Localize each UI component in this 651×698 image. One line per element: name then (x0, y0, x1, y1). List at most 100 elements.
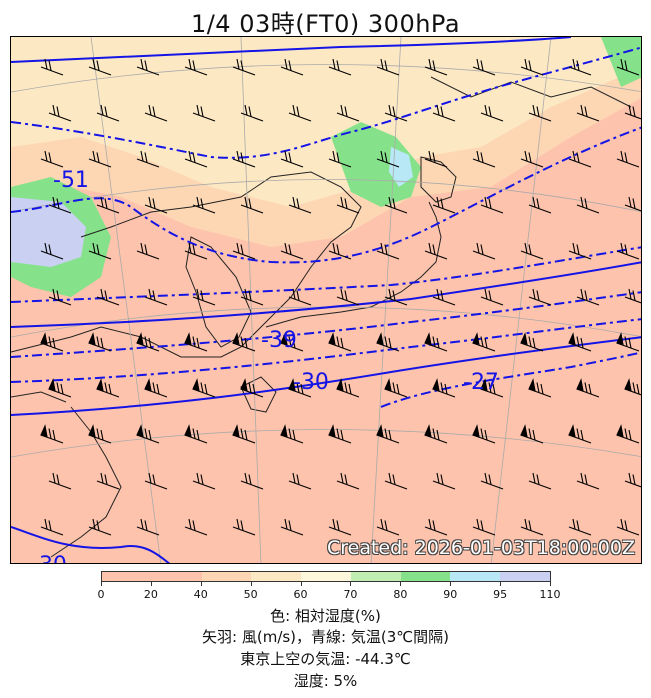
wind-barb (528, 196, 552, 214)
wind-barb (424, 58, 448, 76)
humidity-cloud-north-core (389, 147, 413, 187)
wind-barb (136, 424, 160, 444)
colorbar-segment (400, 572, 451, 581)
wind-barb (384, 378, 408, 398)
wind-barbs (40, 58, 641, 536)
wind-barb (240, 288, 264, 306)
wind-barb (136, 242, 160, 260)
wind-barb (528, 378, 552, 398)
wind-barb (472, 332, 496, 352)
wind-barb (184, 242, 208, 260)
wind-barb (40, 332, 64, 352)
contour-label: -27 (463, 370, 499, 395)
wind-barb (328, 424, 352, 444)
colorbar-ticks: 0 20 40 50 60 70 80 90 95 110 (98, 582, 561, 602)
colorbar-segment (201, 572, 252, 581)
wind-barb (576, 378, 600, 398)
wind-barb (40, 242, 64, 260)
colorbar-tick (200, 582, 202, 586)
wind-barb (472, 242, 496, 260)
wind-barb (192, 288, 216, 306)
wind-barb (240, 104, 264, 122)
wind-barb (568, 424, 592, 444)
wind-barb (40, 150, 64, 168)
wind-barb (280, 518, 304, 536)
wind-barb (96, 288, 120, 306)
wind-barb (88, 242, 112, 260)
caption-tokyo-humidity: 湿度: 5% (293, 672, 358, 690)
wind-barb (136, 332, 160, 352)
wind-barb (280, 424, 304, 444)
wind-barb (48, 288, 72, 306)
colorbar-tick-label: 70 (343, 588, 358, 601)
wind-barb (288, 196, 312, 214)
wind-barb (624, 104, 641, 120)
colorbar-tick (150, 582, 152, 586)
wind-barb (240, 196, 264, 214)
wind-barb (328, 150, 352, 168)
colorbar-segment (500, 572, 551, 581)
wind-barb (184, 58, 208, 76)
wind-barb (616, 424, 640, 444)
wind-barb (616, 518, 640, 536)
colorbar-tick (550, 582, 551, 586)
weather-map: -51 -39 -30 -27 -30 Created: 2026-01-03T… (10, 36, 642, 564)
wind-barb (288, 472, 312, 490)
wind-barb (96, 104, 120, 122)
contour-label: -30 (31, 553, 67, 564)
graticule (11, 37, 641, 563)
contour-label: -39 (261, 328, 297, 353)
wind-barb (192, 104, 216, 122)
wind-barb (240, 378, 264, 398)
wind-barb (568, 58, 592, 76)
wind-barb (280, 242, 304, 260)
wind-barb (568, 332, 592, 352)
wind-barb (624, 378, 641, 396)
wind-barb (88, 150, 112, 168)
wind-barb (48, 104, 72, 122)
wind-barb (528, 104, 552, 122)
wind-barb (376, 242, 400, 260)
wind-barb (616, 58, 640, 76)
wind-barb (616, 332, 640, 352)
colorbar-tick (101, 582, 102, 586)
wind-barb (424, 150, 448, 168)
wind-barb (576, 104, 600, 122)
wind-barb (144, 378, 168, 398)
colorbar-tick-label: 110 (539, 588, 561, 601)
wind-barb (232, 518, 256, 536)
wind-barb (432, 378, 456, 398)
caption-wind-temp: 矢羽: 風(m/s)，青線: 気温(3℃間隔) (202, 628, 449, 646)
wind-barb (384, 472, 408, 490)
wind-barb (136, 518, 160, 536)
map-title: 1/4 03時(FT0) 300hPa (190, 10, 461, 38)
wind-barb (184, 518, 208, 536)
colorbar-segment (102, 572, 202, 581)
wind-barb (48, 472, 72, 490)
wind-barb (280, 58, 304, 76)
wind-barb (384, 288, 408, 306)
wind-barb (624, 472, 641, 488)
colorbar-tick-label: 90 (443, 588, 458, 601)
wind-barb (576, 196, 600, 214)
wind-barb (336, 196, 360, 214)
colorbar-tick-label: 60 (293, 588, 308, 601)
wind-barb (424, 518, 448, 536)
wind-barb (240, 472, 264, 490)
wind-barb (136, 58, 160, 76)
wind-barb (96, 196, 120, 214)
wind-barb (376, 150, 400, 168)
wind-barb (472, 150, 496, 168)
wind-barb (144, 288, 168, 306)
wind-barb (432, 104, 456, 122)
colorbar-tick (250, 582, 252, 586)
wind-barb (48, 378, 72, 398)
wind-barb (336, 472, 360, 490)
wind-barb (376, 332, 400, 352)
wind-barb (520, 58, 544, 76)
wind-barb (616, 242, 640, 260)
contour-label: -30 (293, 370, 329, 395)
colorbar-tick-label: 95 (493, 588, 508, 601)
wind-barb (480, 104, 504, 122)
wind-barb (144, 104, 168, 122)
